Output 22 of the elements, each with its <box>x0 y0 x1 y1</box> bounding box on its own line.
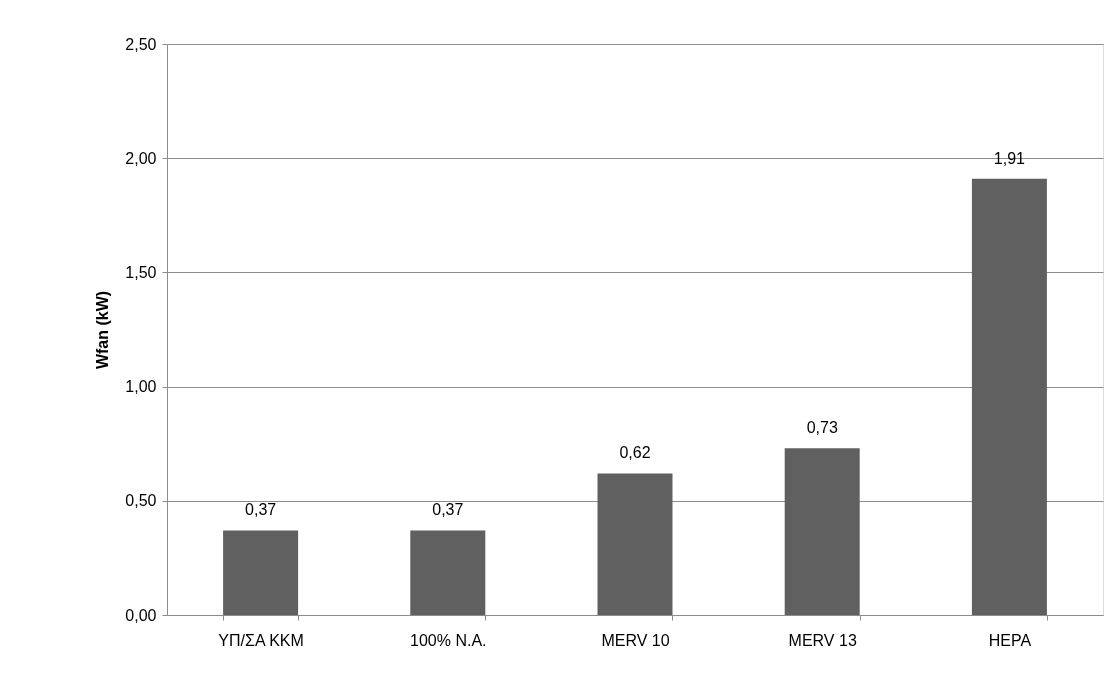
bar <box>410 530 486 615</box>
data-label: 0,62 <box>619 444 651 462</box>
bar <box>971 178 1047 615</box>
x-tick-label: HEPA <box>988 631 1032 649</box>
data-label: 1,91 <box>993 149 1026 167</box>
y-tick-label: 0,50 <box>125 492 157 510</box>
x-tick-label: MERV 10 <box>601 631 670 649</box>
bar <box>784 448 860 615</box>
x-tick-label: MERV 13 <box>788 631 857 649</box>
y-tick-label: 1,00 <box>125 378 157 396</box>
y-axis-title: Wfan (kW) <box>94 290 112 370</box>
y-tick-label: 0,00 <box>125 606 157 624</box>
y-tick-label: 2,00 <box>125 149 157 167</box>
data-label: 0,73 <box>806 419 838 437</box>
data-label: 0,37 <box>432 501 464 519</box>
x-tick-label: 100% Ν.Α. <box>410 631 487 649</box>
y-tick-label: 1,50 <box>125 263 157 281</box>
bar <box>597 473 673 615</box>
x-tick-label: ΥΠ/ΣΑ ΚΚΜ <box>218 631 304 649</box>
y-tick-label: 2,50 <box>125 35 157 53</box>
bar <box>223 530 299 615</box>
data-label: 0,37 <box>245 501 277 519</box>
